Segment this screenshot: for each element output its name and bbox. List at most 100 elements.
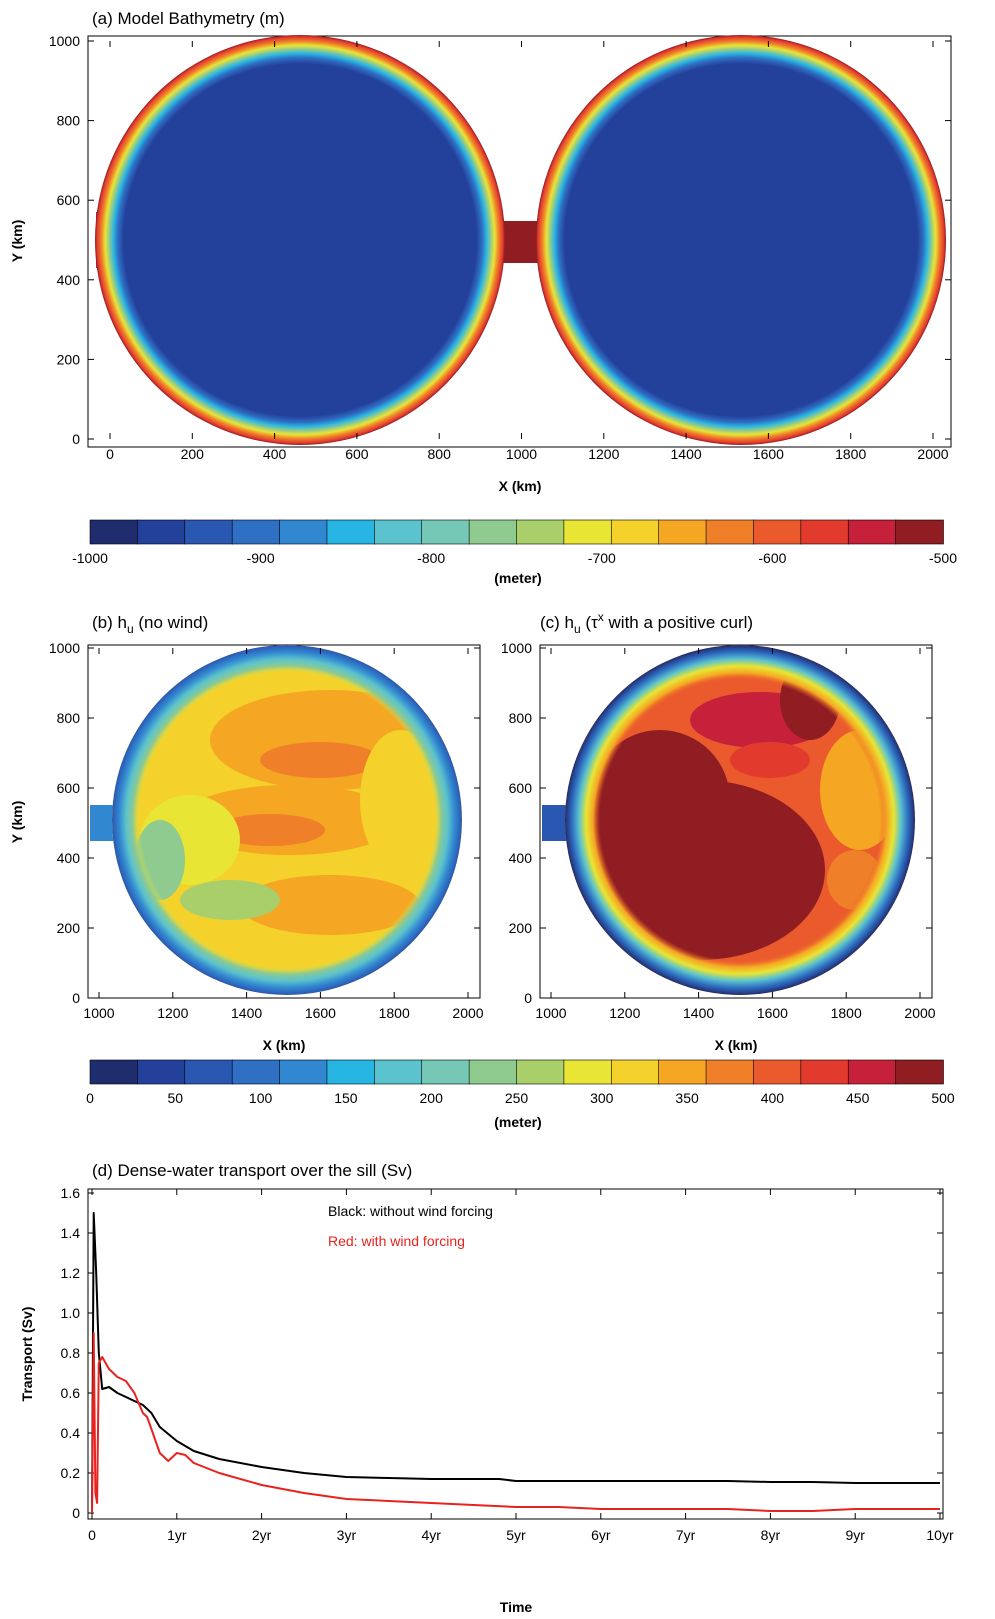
y-tick-label: 0.6 [61,1385,81,1401]
colorbar-swatch [231,519,281,545]
colorbar-label: 200 [420,1090,444,1106]
x-tick-label: 2yr [252,1527,272,1543]
y-tick-label: 200 [57,920,81,936]
panel-a-title: (a) Model Bathymetry (m) [92,9,285,28]
y-tick-label: 0.4 [61,1425,81,1441]
colorbar-swatch [753,519,802,545]
y-tick-label: 400 [509,850,533,866]
panel-a-bathymetry: (a) Model Bathymetry (m) 0 200 400 600 800 10… [9,9,952,494]
x-tick-label: 800 [428,446,452,462]
x-tick-label: 1600 [757,1005,788,1021]
panel-c-ticks: 1000 1200 1400 1600 1800 2000 0 200 400 600 800 100… [501,640,936,1021]
colorbar-swatch [421,519,470,545]
x-tick-label: 1yr [167,1527,187,1543]
colorbar-label: -600 [758,550,786,566]
colorbar-swatch [374,519,423,545]
x-tick-label: 9yr [845,1527,865,1543]
y-tick-label: 800 [57,113,81,129]
colorbar-swatch [705,519,755,545]
y-tick-label: 400 [57,272,81,288]
panel-b-xlabel: X (km) [263,1037,306,1053]
y-tick-label: 1000 [501,640,532,656]
colorbar-swatch [326,1059,376,1085]
panel-b-no-wind: (b) hu (no wind) 1000 1200 1400 1600 1800 200… [9,613,484,1053]
x-tick-label: 0 [88,1527,96,1543]
panel-c-xlabel: X (km) [715,1037,758,1053]
colorbar-swatch [184,519,233,545]
y-tick-label: 0 [72,990,80,1006]
x-tick-label: 1600 [753,446,784,462]
panel-b-ticks: 1000 1200 1400 1600 1800 2000 0 200 400 600 800 100… [49,640,484,1021]
x-tick-label: 1000 [83,1005,114,1021]
x-tick-label: 1800 [835,446,866,462]
y-tick-label: 0 [72,1505,80,1521]
y-tick-label: 0 [72,431,80,447]
panel-a-basin-right [536,35,946,445]
y-tick-label: 0.8 [61,1345,81,1361]
x-tick-label: 400 [263,446,287,462]
annotation-black: Black: without wind forcing [328,1203,493,1219]
chart-title: (d) Dense-water transport over the sill … [92,1161,412,1180]
x-tick-label: 1400 [231,1005,262,1021]
colorbar-label: 100 [249,1090,273,1106]
y-tick-label: 800 [57,710,81,726]
panel-c-rim [565,645,915,995]
x-tick-label: 4yr [421,1527,441,1543]
y-tick-label: 1.6 [61,1185,81,1201]
colorbar-swatch [847,1059,897,1085]
colorbar-swatch [279,1059,328,1085]
colorbar-label: 250 [505,1090,529,1106]
colorbar-label: 300 [590,1090,614,1106]
y-axis-label: Transport (Sv) [19,1307,35,1402]
y-tick-label: 400 [57,850,81,866]
colorbar-b-unit: (meter) [494,1114,541,1130]
x-tick-label: 5yr [506,1527,526,1543]
panel-a-ticks: 0 200 400 600 800 1000 1200 1400 1600 1800 2000 0 20… [49,33,951,462]
colorbar-label: -700 [588,550,616,566]
colorbar-a-unit: (meter) [494,570,541,586]
colorbar-swatch [658,1059,707,1085]
panel-c-positive-curl: (c) hu (τx with a positive curl) 1000 120… [501,610,936,1053]
x-tick-label: 1600 [305,1005,336,1021]
x-tick-label: 200 [181,446,205,462]
colorbar-label: -900 [247,550,275,566]
panel-d-ticks: 0 1yr 2yr 3yr 4yr 5yr 6yr 7yr 8yr 9yr 10yr 0 0.2 0.4 0… [61,1185,954,1543]
y-tick-label: 1.0 [61,1305,81,1321]
x-tick-label: 3yr [337,1527,357,1543]
y-tick-label: 200 [509,920,533,936]
x-tick-label: 10yr [926,1527,954,1543]
colorbar-swatch [800,1059,850,1085]
colorbar-swatch [468,519,518,545]
colorbar-swatch [326,519,376,545]
colorbar-label: 400 [761,1090,785,1106]
x-tick-label: 1800 [831,1005,862,1021]
colorbar-label: -800 [417,550,445,566]
panel-d-series [91,1212,940,1514]
colorbar-swatch [137,1059,186,1085]
x-tick-label: 2000 [904,1005,935,1021]
y-tick-label: 200 [57,351,81,367]
colorbar-swatch [89,1059,139,1085]
panel-a-basin-left [95,35,505,445]
colorbar-label: -1000 [72,550,108,566]
x-tick-label: 1400 [683,1005,714,1021]
colorbar-label: 50 [168,1090,184,1106]
panel-d-transport: (d) Dense-water transport over the sill … [19,1161,954,1615]
colorbar-swatch [137,519,186,545]
x-tick-label: 1000 [506,446,537,462]
colorbar-swatch [421,1059,470,1085]
colorbar-swatch [800,519,850,545]
x-tick-label: 1200 [157,1005,188,1021]
colorbar-label: -500 [929,550,957,566]
y-tick-label: 1.4 [61,1225,81,1241]
colorbar-label: 350 [675,1090,699,1106]
x-tick-label: 2000 [452,1005,483,1021]
colorbar-swatch [847,519,897,545]
panel-c-title: (c) hu (τx with a positive curl) [540,610,753,636]
panel-a-xlabel: X (km) [499,478,542,494]
colorbar-swatch [516,1059,565,1085]
colorbar-swatch [279,519,328,545]
colorbar-swatch [563,1059,613,1085]
colorbar-swatch [610,1059,660,1085]
